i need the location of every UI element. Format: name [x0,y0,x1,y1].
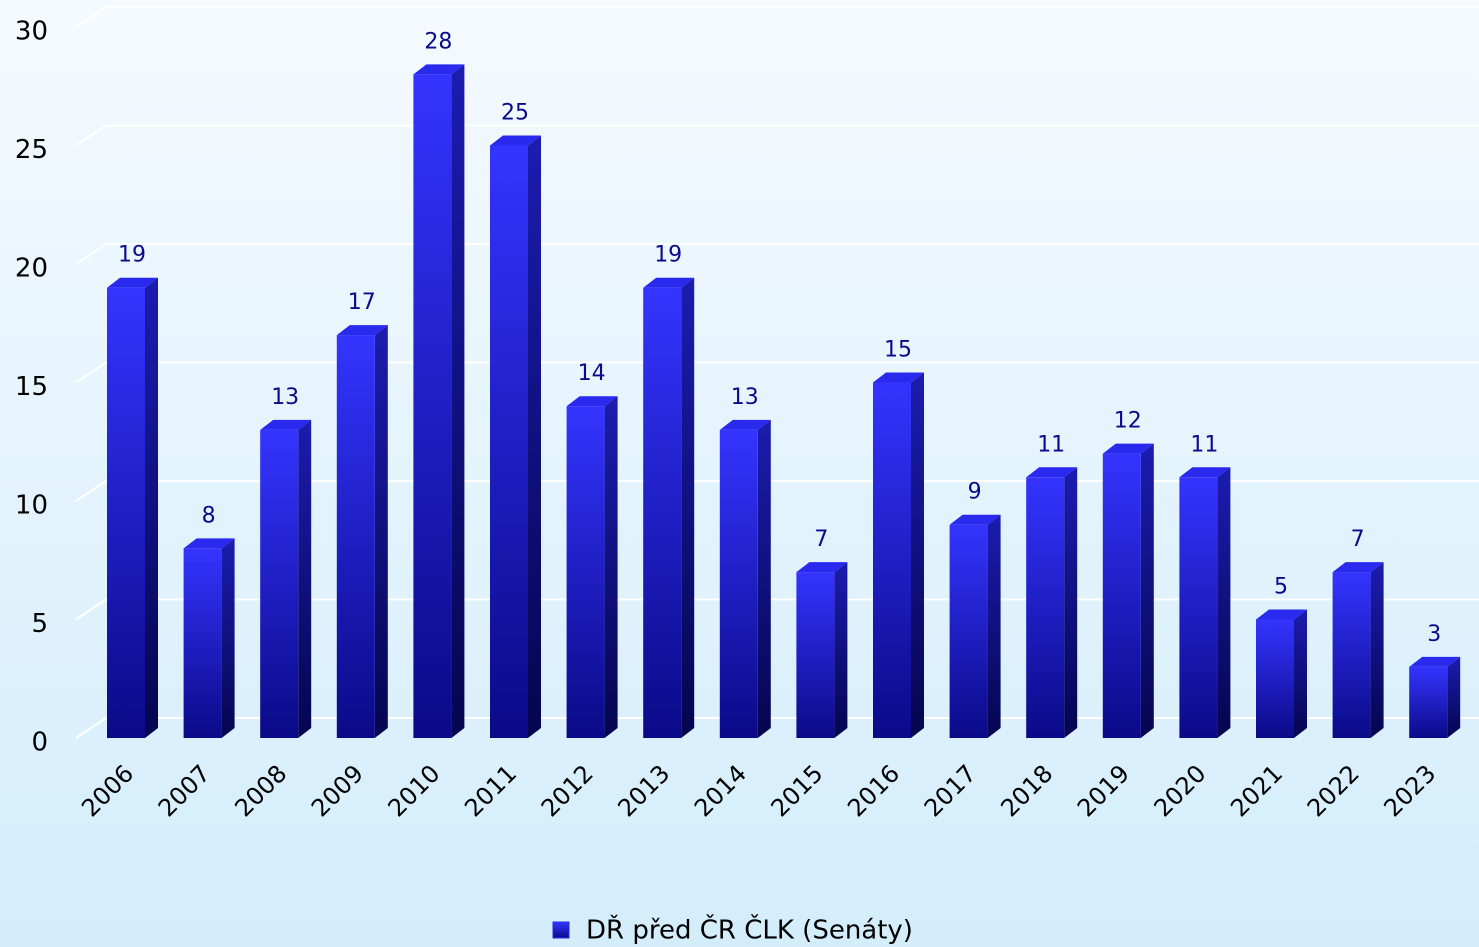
value-label: 13 [731,385,759,410]
bar-top [1179,467,1231,478]
bar [1179,477,1218,738]
grid-line [75,124,107,147]
bar-top [643,277,695,288]
bar-side [757,419,771,738]
bar-side [1140,443,1154,738]
bar-top [949,514,1001,525]
value-label: 11 [1190,432,1218,457]
value-label: 19 [118,243,146,268]
y-tick-label: 15 [15,372,48,402]
bar [1332,572,1371,738]
value-label: 7 [814,527,828,552]
y-tick-label: 5 [31,609,48,639]
bar [873,382,911,738]
bar-side [1370,562,1384,738]
y-tick-label: 20 [15,254,48,284]
bar-top [1102,443,1154,454]
value-label: 3 [1427,622,1441,647]
value-label: 11 [1037,432,1065,457]
bar-top [490,135,541,146]
value-label: 28 [424,29,452,54]
grid-line [75,361,107,384]
bar [949,524,988,738]
value-label: 19 [654,243,682,268]
bar [1026,477,1065,738]
y-tick-label: 0 [31,728,48,758]
bar-top [1256,609,1307,620]
y-tick-label: 30 [15,17,48,47]
bar-top [566,396,618,407]
bar-side [528,135,541,738]
value-label: 15 [884,338,912,363]
grid-line [75,243,107,265]
bar [1256,619,1294,738]
value-label: 8 [202,503,216,528]
bar-side [298,419,312,738]
grid-line [75,480,107,502]
bar [1409,666,1448,738]
bar-top [796,562,848,573]
bar-top [260,419,312,430]
bar [566,406,605,738]
value-label: 17 [348,290,376,315]
bar-top [1026,467,1078,478]
bar-side [145,277,158,738]
bar-top [107,277,158,288]
bar-top [1409,656,1461,667]
bar-side [834,562,848,738]
bar-side [374,325,388,738]
bar-top [873,372,924,383]
bar-side [911,372,924,738]
bar [719,429,758,738]
bar-side [604,396,618,738]
bar [796,572,835,738]
bar [413,74,452,738]
bar-side [1294,609,1307,738]
bar-top [336,325,388,336]
bar [183,548,222,738]
bar-side [1447,656,1461,738]
bar [107,287,145,738]
bar-side [987,514,1001,738]
bar [490,145,528,738]
value-label: 5 [1274,575,1288,600]
y-tick-label: 25 [15,135,48,165]
bar-top [1332,562,1384,573]
legend-swatch [552,921,570,939]
y-tick-label: 10 [15,491,48,521]
bar-side [451,64,465,738]
bar-top [183,538,235,549]
bar-side [221,538,235,738]
grid-line [75,717,107,739]
bar [336,335,375,738]
value-label: 12 [1114,409,1142,434]
value-label: 9 [968,480,982,505]
bar [643,287,682,738]
value-label: 13 [271,385,299,410]
bar-top [413,64,465,75]
grid-line [75,6,107,28]
grid-line [75,598,107,621]
bar-top [719,419,771,430]
bar-side [1217,467,1231,738]
value-label: 7 [1351,527,1365,552]
bar [260,429,299,738]
bar-side [1064,467,1078,738]
value-label: 14 [578,361,606,386]
bar [1102,453,1141,738]
value-label: 25 [501,101,529,126]
legend-label: DŘ před ČR ČLK (Senáty) [586,914,913,946]
bar-side [681,277,695,738]
